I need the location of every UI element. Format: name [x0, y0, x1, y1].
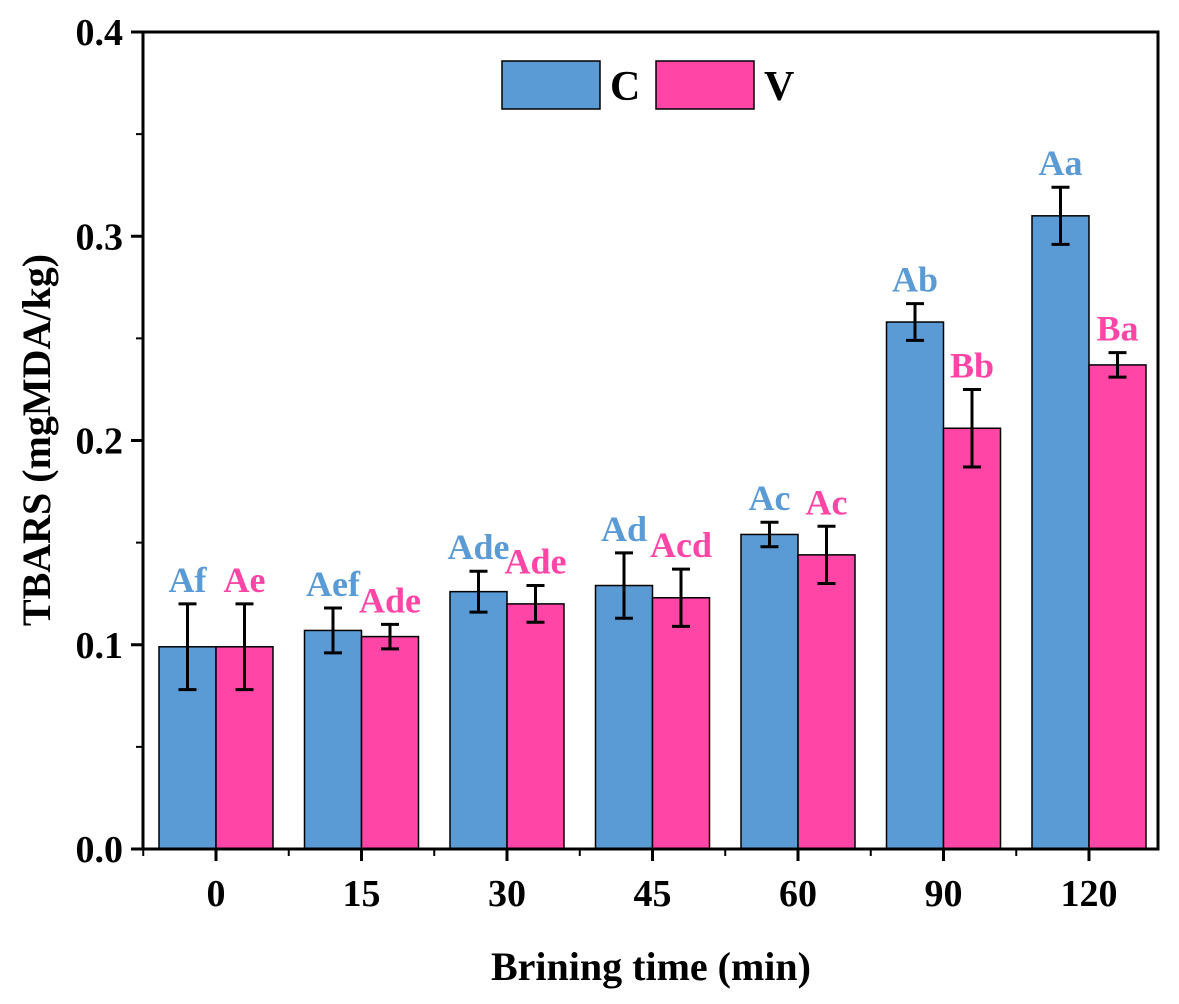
x-tick-label-15: 15	[343, 873, 381, 915]
sig-label-C-15: Aef	[306, 564, 361, 604]
bar-V-90	[942, 427, 1002, 850]
error-bar-V-60	[817, 524, 836, 585]
error-bar-V-120	[1108, 351, 1127, 379]
bar-V-30	[506, 603, 565, 850]
y-tick-label-0.4: 0.4	[76, 12, 124, 54]
error-bar-C-45	[615, 551, 633, 620]
legend-swatch-C	[501, 60, 601, 110]
y-axis-title: TBARS (mgMDA/kg)	[14, 254, 59, 626]
plot-frame	[141, 30, 1160, 851]
sig-label-C-90: Ab	[892, 260, 938, 300]
error-bar-V-45	[672, 567, 690, 628]
bar-V-15	[360, 635, 420, 850]
sig-label-C-120: Aa	[1039, 143, 1083, 183]
bar-C-30	[449, 590, 508, 850]
legend-label-V: V	[764, 64, 794, 110]
x-tick-label-0: 0	[207, 873, 226, 915]
bar-C-15	[303, 629, 363, 850]
y-tick-label-0.1: 0.1	[76, 625, 124, 667]
sig-label-C-0: Af	[169, 560, 208, 600]
x-tick-label-30: 30	[488, 873, 526, 915]
bar-C-45	[594, 584, 654, 850]
sig-label-V-90: Bb	[950, 345, 994, 385]
bar-V-60	[797, 554, 856, 850]
error-bar-V-90	[963, 387, 981, 469]
error-bar-C-15	[324, 606, 342, 655]
bars-layer	[158, 215, 1147, 850]
x-tick-label-120: 120	[1061, 873, 1118, 915]
error-bar-C-120	[1051, 185, 1070, 246]
bar-C-120	[1031, 215, 1090, 850]
sig-label-V-15: Ade	[359, 580, 421, 620]
bar-C-60	[740, 533, 799, 850]
sig-label-C-60: Ac	[749, 478, 791, 518]
sig-label-C-45: Ad	[601, 509, 647, 549]
bar-C-90	[885, 321, 945, 850]
sig-label-V-120: Ba	[1096, 309, 1138, 349]
y-tick-label-0.0: 0.0	[76, 829, 124, 871]
axes-layer: 0 15 30 45 60 90 120 0.0 0.1 0.2 0.3 0.4	[76, 12, 1160, 915]
sig-label-V-0: Ae	[224, 560, 266, 600]
sig-label-V-60: Ac	[806, 482, 848, 522]
bar-V-45	[651, 597, 711, 850]
x-tick-label-90: 90	[925, 873, 963, 915]
x-tick-label-45: 45	[634, 873, 672, 915]
x-axis-title: Brining time (min)	[491, 944, 811, 989]
error-bar-V-15	[381, 622, 399, 651]
y-tick-label-0.3: 0.3	[76, 216, 124, 258]
sig-label-V-30: Ade	[505, 542, 567, 582]
error-bars-layer	[178, 185, 1127, 692]
error-bar-V-0	[235, 602, 254, 692]
legend-label-C: C	[610, 64, 640, 110]
bar-V-120	[1088, 364, 1147, 850]
error-bar-V-30	[526, 584, 545, 624]
y-tick-label-0.2: 0.2	[76, 421, 124, 463]
x-tick-label-60: 60	[779, 873, 817, 915]
sig-label-C-30: Ade	[448, 527, 510, 567]
error-bar-C-30	[469, 569, 488, 614]
legend-swatch-V	[655, 60, 755, 110]
sig-label-V-45: Acd	[650, 525, 712, 565]
error-bar-C-90	[906, 302, 924, 342]
error-bar-C-60	[760, 520, 779, 549]
error-bar-C-0	[178, 602, 197, 692]
